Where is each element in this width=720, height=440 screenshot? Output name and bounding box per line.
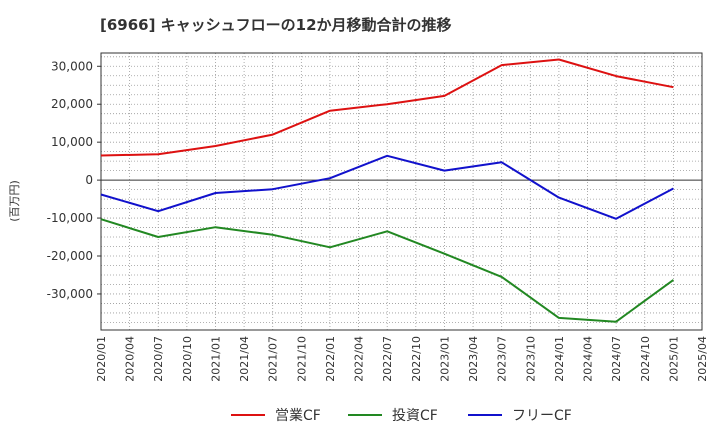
x-tick-label: 2023/04: [467, 336, 480, 382]
x-tick-label: 2022/04: [353, 336, 366, 382]
x-tick-label: 2021/01: [209, 336, 222, 382]
x-tick-label: 2024/10: [639, 336, 652, 382]
legend-swatch-investing-cf: [348, 414, 382, 416]
grid-layer: [100, 53, 703, 330]
x-tick-label: 2022/01: [324, 336, 337, 382]
legend-label-free-cf: フリーCF: [512, 408, 572, 424]
legend-label-investing-cf: 投資CF: [392, 408, 438, 424]
legend-item-investing-cf: 投資CF: [348, 400, 438, 430]
legend: 営業CF 投資CF フリーCF: [0, 400, 720, 430]
y-tick-label: -20,000: [47, 249, 93, 263]
y-tick-label: 20,000: [51, 97, 93, 111]
x-tick-label: 2021/04: [238, 336, 251, 382]
y-tick-label: 10,000: [51, 135, 93, 149]
series-layer: [100, 58, 674, 323]
x-tick-label: 2023/07: [496, 336, 509, 382]
x-tick-label: 2024/07: [610, 336, 623, 382]
x-tick-label: 2025/01: [667, 336, 680, 382]
y-tick-label: 0: [85, 173, 93, 187]
x-tick-label: 2021/10: [295, 336, 308, 382]
legend-swatch-free-cf: [468, 414, 502, 416]
legend-label-operating-cf: 営業CF: [275, 408, 321, 424]
chart-title: [6966] キャッシュフローの12か月移動合計の推移: [100, 16, 452, 34]
x-tick-label: 2023/10: [524, 336, 537, 382]
tick-label-layer: 30,000 20,000 10,000 0 -10,000 -20,000 -30,000…: [47, 59, 709, 381]
legend-item-operating-cf: 営業CF: [231, 400, 321, 430]
x-tick-label: 2020/04: [124, 336, 137, 382]
x-tick-label: 2020/01: [95, 336, 108, 382]
legend-item-free-cf: フリーCF: [468, 400, 572, 430]
y-tick-label: 30,000: [51, 59, 93, 73]
plot-frame: [100, 52, 703, 331]
x-tick-label: 2020/10: [181, 336, 194, 382]
y-tick-label: -30,000: [47, 287, 93, 301]
x-tick-label: 2024/01: [553, 336, 566, 382]
y-tick-label: -10,000: [47, 211, 93, 225]
legend-swatch-operating-cf: [231, 414, 265, 416]
x-tick-label: 2024/04: [582, 336, 595, 382]
x-tick-label: 2023/01: [438, 336, 451, 382]
x-tick-label: 2020/07: [152, 336, 165, 382]
x-tick-label: 2022/10: [410, 336, 423, 382]
plot-area: [101, 53, 702, 330]
x-tick-label: 2025/04: [696, 336, 709, 382]
x-tick-label: 2021/07: [267, 336, 280, 382]
x-tick-label: 2022/07: [381, 336, 394, 382]
axis-layer: [97, 52, 703, 331]
